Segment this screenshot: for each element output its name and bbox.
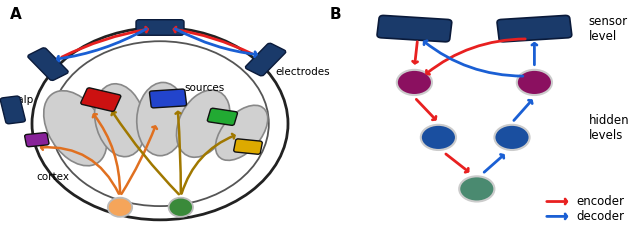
- FancyBboxPatch shape: [497, 15, 572, 42]
- Text: cortex: cortex: [37, 172, 70, 183]
- Ellipse shape: [177, 90, 230, 157]
- FancyBboxPatch shape: [234, 139, 262, 154]
- Ellipse shape: [169, 198, 193, 217]
- Ellipse shape: [421, 125, 456, 150]
- Text: B: B: [330, 7, 341, 22]
- Text: scalp: scalp: [6, 95, 34, 105]
- Ellipse shape: [137, 82, 186, 156]
- FancyBboxPatch shape: [136, 20, 184, 35]
- Ellipse shape: [95, 84, 145, 157]
- FancyBboxPatch shape: [207, 108, 237, 125]
- Text: encoder: encoder: [576, 195, 624, 208]
- Ellipse shape: [517, 70, 552, 95]
- FancyBboxPatch shape: [28, 48, 68, 80]
- Ellipse shape: [397, 70, 432, 95]
- FancyBboxPatch shape: [0, 96, 26, 124]
- Text: sources: sources: [184, 83, 224, 93]
- Ellipse shape: [108, 198, 132, 217]
- FancyBboxPatch shape: [25, 133, 49, 147]
- FancyBboxPatch shape: [377, 15, 452, 42]
- FancyBboxPatch shape: [150, 89, 186, 108]
- Ellipse shape: [44, 91, 107, 166]
- Ellipse shape: [460, 176, 495, 202]
- Text: decoder: decoder: [576, 210, 624, 223]
- Text: A: A: [10, 7, 21, 22]
- Text: sensor
level: sensor level: [589, 15, 628, 43]
- Ellipse shape: [216, 105, 268, 160]
- Text: hidden
levels: hidden levels: [589, 114, 629, 142]
- Text: electrodes: electrodes: [275, 67, 330, 77]
- FancyBboxPatch shape: [81, 88, 121, 111]
- FancyBboxPatch shape: [245, 43, 286, 76]
- Ellipse shape: [494, 125, 530, 150]
